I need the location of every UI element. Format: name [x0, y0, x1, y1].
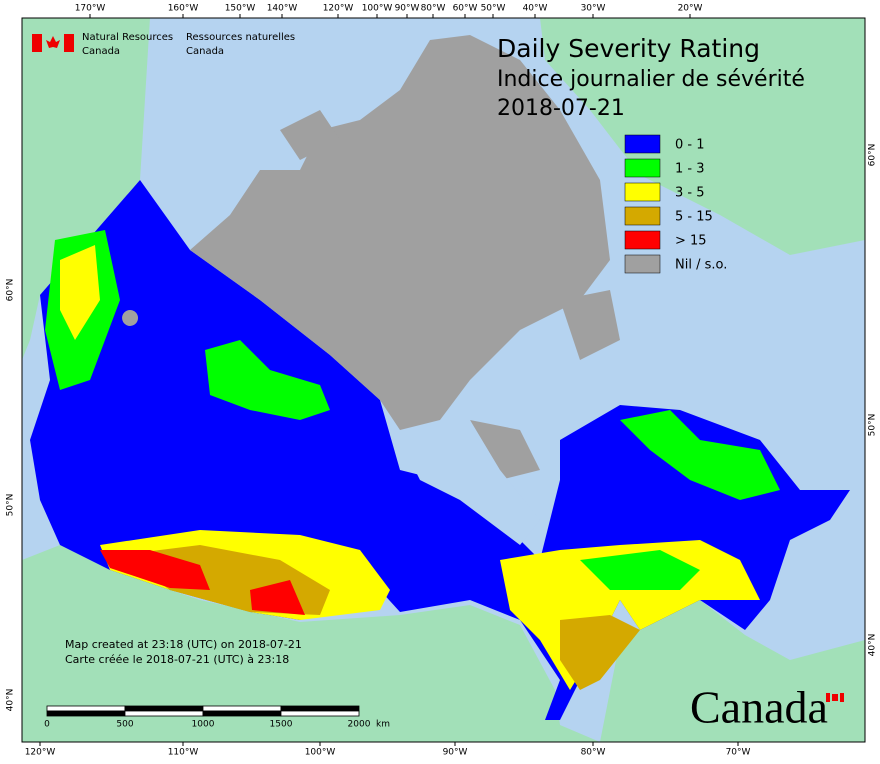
lon-label: 120°W — [25, 748, 56, 758]
note: Carte créée le 2018-07-21 (UTC) à 23:18 — [65, 653, 289, 666]
greenland — [540, 18, 865, 255]
lon-label: 170°W — [75, 4, 106, 14]
scale-label: 1500 — [270, 720, 293, 730]
wordmark-flag — [826, 693, 830, 702]
title: Daily Severity Rating — [497, 34, 760, 63]
patch-green-east — [620, 410, 780, 500]
flag-bar — [64, 34, 74, 52]
scale-segment — [202, 705, 282, 712]
scale-label: 0 — [44, 720, 50, 730]
lon-label: 110°W — [168, 748, 199, 758]
legend-label: 5 - 15 — [675, 210, 713, 225]
lon-label: 40°W — [523, 4, 548, 14]
lat-label: 60°N — [6, 279, 16, 302]
lon-label: 90°W — [395, 4, 420, 14]
usa-east — [600, 600, 865, 742]
scale-segment — [124, 710, 204, 717]
legend-label: Nil / s.o. — [675, 258, 727, 273]
scale-segment — [46, 710, 126, 717]
graticule: 170°W 160°W 150°W 140°W 120°W 100°W 90°W 80°W 60… — [6, 4, 878, 758]
lat-label: 40°N — [868, 634, 878, 657]
lon-label: 140°W — [267, 4, 298, 14]
patch-red — [100, 550, 305, 615]
lon-label: 30°W — [581, 4, 606, 14]
arctic-nil — [190, 35, 610, 430]
legend-swatch — [624, 158, 661, 178]
scale-segment — [46, 705, 126, 712]
legend-swatch — [624, 254, 661, 274]
map-frame — [21, 17, 866, 743]
lon-label: 80°W — [421, 4, 446, 14]
scale-bar: 0 500 1000 1500 2000 km — [44, 705, 390, 730]
lon-label: 160°W — [168, 4, 199, 14]
lon-label: 100°W — [305, 748, 336, 758]
agency-fr: Ressources naturelles — [186, 32, 295, 43]
scale-segment — [280, 705, 360, 712]
arctic-islands — [280, 110, 620, 480]
lon-label: 120°W — [323, 4, 354, 14]
lat-label: 50°N — [868, 414, 878, 437]
wordmark: Canada — [690, 682, 828, 733]
legend-swatch — [624, 182, 661, 202]
lon-label: 20°W — [678, 4, 703, 14]
lat-label: 50°N — [6, 494, 16, 517]
scale-label: 1000 — [192, 720, 215, 730]
lon-label: 80°W — [581, 748, 606, 758]
legend-label: 1 - 3 — [675, 162, 705, 177]
agency-fr: Canada — [186, 46, 224, 57]
wordmark-flag — [840, 693, 844, 702]
lon-label: 70°W — [726, 748, 751, 758]
wordmark-flag — [832, 694, 838, 701]
note: Map created at 23:18 (UTC) on 2018-07-21 — [65, 638, 302, 651]
hudson-bay — [400, 420, 540, 545]
lon-label: 100°W — [362, 4, 393, 14]
agency-en: Canada — [82, 46, 120, 57]
patch-yellow-west — [60, 245, 100, 340]
patch-green-se — [580, 550, 700, 590]
scale-unit: km — [376, 720, 390, 730]
lon-label: 90°W — [443, 748, 468, 758]
lon-label: 150°W — [225, 4, 256, 14]
patch-green — [205, 340, 330, 420]
maple-leaf — [46, 36, 60, 48]
legend-label: 0 - 1 — [675, 138, 705, 153]
legend-swatch — [624, 230, 661, 250]
legend-label: > 15 — [675, 234, 707, 249]
lon-label: 50°W — [481, 4, 506, 14]
scale-segment — [202, 710, 282, 717]
scale-segment — [124, 705, 204, 712]
legend-swatch — [624, 134, 661, 154]
scale-label: 2000 — [348, 720, 371, 730]
usa — [22, 545, 600, 742]
date: 2018-07-21 — [497, 96, 625, 121]
scale-label: 500 — [116, 720, 133, 730]
scale-segment — [280, 710, 360, 717]
lat-label: 40°N — [6, 689, 16, 712]
lat-label: 60°N — [868, 144, 878, 167]
agency-en: Natural Resources — [82, 32, 173, 43]
nil-spot — [122, 310, 139, 326]
legend-label: 3 - 5 — [675, 186, 705, 201]
legend: 0 - 1 1 - 3 3 - 5 5 - 15 > 15 Nil / s.o. — [624, 134, 727, 274]
lon-label: 60°W — [453, 4, 478, 14]
legend-swatch — [624, 206, 661, 226]
patch-orange-east — [560, 615, 640, 690]
flag-bar — [32, 34, 42, 52]
title-fr: Indice journalier de sévérité — [497, 67, 805, 92]
